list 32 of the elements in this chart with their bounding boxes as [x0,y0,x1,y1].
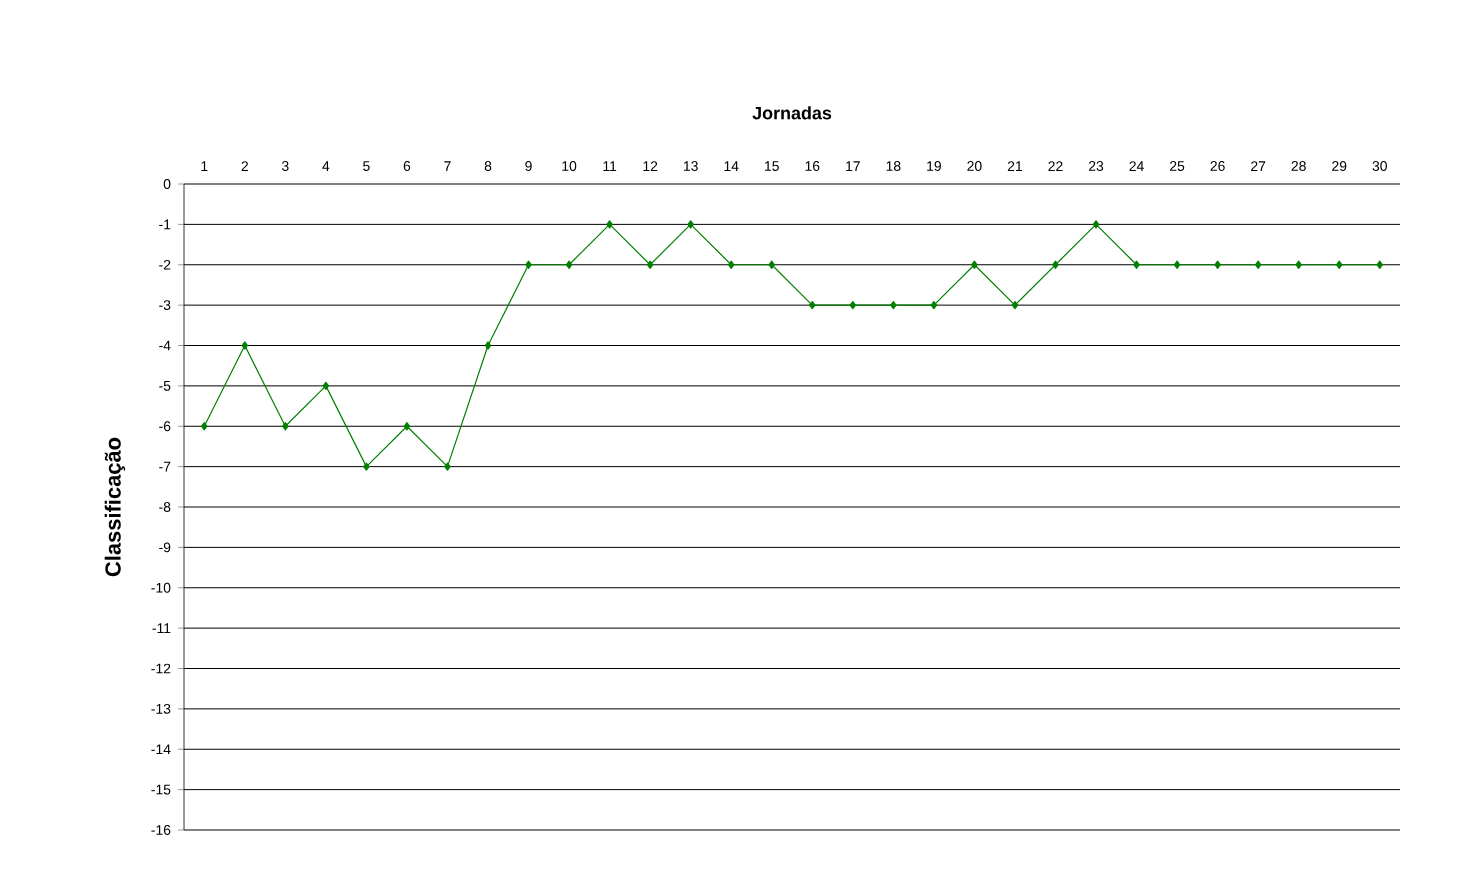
point [1295,260,1302,269]
point [322,381,330,391]
point [444,462,451,471]
point [1214,260,1221,269]
point [241,341,249,350]
point [808,300,816,310]
point [1052,260,1059,269]
point [1133,260,1140,269]
point [525,260,532,269]
point [484,341,492,350]
x-axis-title: Jornadas [752,106,832,120]
point [849,300,857,310]
point [565,260,573,269]
point [606,220,613,229]
point [200,422,208,431]
y-axis-title: Classificação [104,437,126,577]
point [1011,300,1019,310]
point [768,260,776,269]
point [1376,260,1384,269]
point [727,260,735,269]
point [890,300,897,310]
point [282,422,289,431]
point [1092,220,1100,229]
point [930,300,938,310]
point [1335,260,1343,269]
point [363,462,370,471]
point [403,422,411,431]
point [646,260,654,269]
point [687,220,694,229]
point [1254,260,1262,269]
point [971,260,978,269]
point [1173,260,1181,269]
